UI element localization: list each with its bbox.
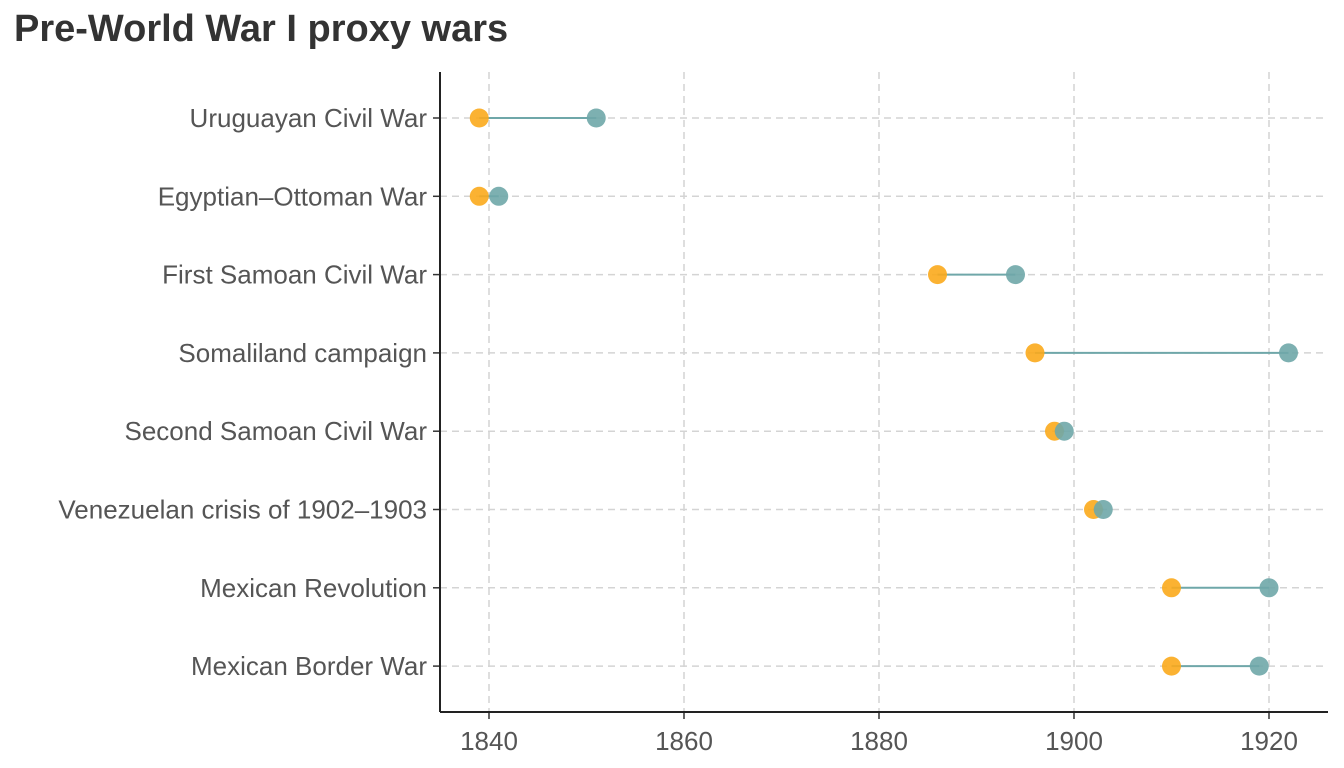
y-tick-label: Venezuelan crisis of 1902–1903 [58,495,427,525]
y-tick-label: First Samoan Civil War [162,260,427,290]
x-tick-label: 1840 [460,726,518,756]
label-layer: 1840 1860 1880 1900 1920 Uruguayan Civil War E… [58,103,1298,756]
end-point [1279,343,1298,363]
y-tick-label: Mexican Border War [191,651,427,681]
end-point [586,108,606,128]
axis-layer [433,72,1328,719]
end-point [1249,656,1269,676]
start-point [928,265,947,285]
end-point [1054,421,1074,441]
start-point [1025,343,1045,363]
mark-layer [469,108,1298,676]
start-point [1162,656,1181,676]
y-tick-label: Egyptian–Ottoman War [158,181,428,211]
x-tick-label: 1880 [850,726,908,756]
end-point [489,186,509,206]
y-tick-label: Mexican Revolution [200,573,427,603]
y-tick-label: Somaliland campaign [178,338,427,368]
y-tick-label: Second Samoan Civil War [125,416,428,446]
y-tick-label: Uruguayan Civil War [190,103,428,133]
x-tick-label: 1920 [1240,726,1298,756]
grid-layer [440,72,1328,712]
end-point [1259,578,1279,598]
start-point [1162,578,1181,598]
start-point [469,186,489,206]
x-tick-label: 1860 [655,726,713,756]
start-point [469,108,489,128]
end-point [1006,265,1025,285]
end-point [1093,500,1113,519]
chart-title: Pre-World War I proxy wars [14,8,509,50]
x-tick-label: 1900 [1045,726,1103,756]
